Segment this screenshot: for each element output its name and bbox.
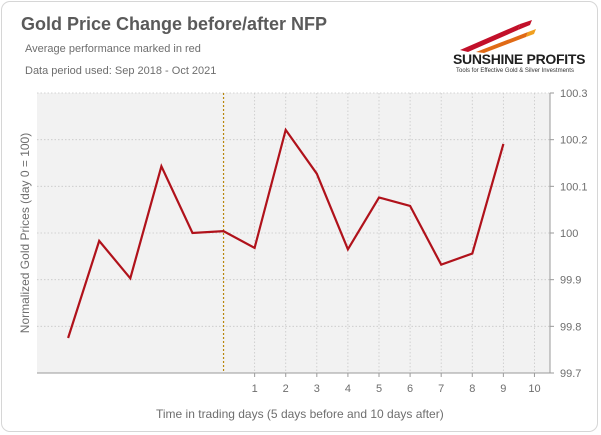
series-line	[67, 127, 505, 339]
chart-subtitle: Average performance marked in red	[25, 43, 201, 55]
x-tick-label: 6	[407, 383, 413, 395]
x-tick-label: 2	[283, 383, 289, 395]
y-tick-label: 100	[560, 228, 578, 240]
y-tick-label: 99.9	[560, 275, 581, 287]
y-tick-label: 100.2	[560, 135, 588, 147]
x-axis-label: Time in trading days (5 days before and …	[156, 407, 444, 421]
x-tick-label: 8	[469, 383, 475, 395]
chart-title: Gold Price Change before/after NFP	[21, 14, 328, 34]
y-tick-label: 100.3	[560, 88, 588, 100]
x-tick-label: 4	[345, 383, 351, 395]
logo-tagline: Tools for Effective Gold & Silver Invest…	[456, 68, 574, 74]
x-tick-label: 9	[500, 383, 506, 395]
x-tick-label: 1	[252, 383, 258, 395]
sunshine-profits-logo: SUNSHINE PROFITS Tools for Effective Gol…	[440, 16, 590, 80]
x-tick-label: 7	[438, 383, 444, 395]
data-period-note: Data period used: Sep 2018 - Oct 2021	[25, 65, 217, 77]
y-axis-label: Normalized Gold Prices (day 0 = 100)	[18, 132, 32, 334]
logo-wordmark: SUNSHINE PROFITS	[453, 51, 586, 67]
y-tick-label: 100.1	[560, 181, 588, 193]
x-tick-label: 3	[314, 383, 320, 395]
y-tick-label: 99.7	[560, 368, 581, 380]
x-tick-label: 10	[528, 383, 540, 395]
x-tick-label: 5	[376, 383, 382, 395]
logo-swoosh-icon	[460, 20, 536, 53]
y-tick-label: 99.8	[560, 321, 581, 333]
